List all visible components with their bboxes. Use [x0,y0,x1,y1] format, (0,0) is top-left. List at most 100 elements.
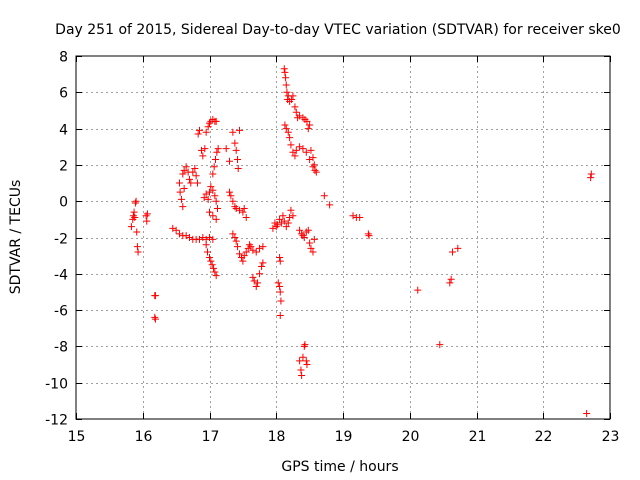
data-point [242,214,250,222]
data-point [269,224,277,232]
data-point [204,123,212,131]
data-point [239,208,247,216]
y-tick-label: -6 [54,304,68,320]
data-point [583,410,591,418]
data-points [127,65,595,418]
data-point [284,128,292,136]
data-point [231,139,239,147]
data-point [203,248,211,256]
data-point [202,190,210,198]
data-point [212,215,220,223]
data-point [197,146,205,154]
chart-title: Day 251 of 2015, Sidereal Day-to-day VTE… [55,22,621,38]
data-point [282,125,290,133]
data-point [304,226,312,234]
x-tick-label: 21 [469,429,487,445]
data-point [307,146,315,154]
data-point [199,234,207,241]
data-point [151,315,159,323]
data-point [292,146,300,154]
data-point [179,203,187,211]
data-point [222,145,230,153]
data-point [276,215,284,223]
data-point [249,273,257,281]
data-point [288,96,296,104]
data-point [282,223,290,231]
data-point [202,128,210,136]
data-point [142,212,150,220]
data-point [209,212,217,220]
data-point [175,230,183,238]
data-point [172,226,180,234]
y-tick-label: -4 [54,268,68,284]
data-point [303,117,311,125]
data-point [210,163,218,171]
gridlines [76,56,610,419]
data-point [258,263,266,271]
data-point [232,204,240,212]
data-point [195,126,203,134]
data-point [231,234,239,241]
data-point [232,146,240,154]
data-point [286,134,294,142]
axis-ticks [76,56,611,420]
data-point [206,234,213,241]
y-tick-label: -10 [45,377,68,393]
data-point [213,148,221,156]
data-point [250,277,258,285]
data-point [133,243,141,251]
data-point [131,199,139,207]
data-point [289,148,297,156]
data-point [299,353,307,361]
data-point [132,197,140,205]
data-point [349,212,357,220]
data-point [195,235,203,243]
data-point [436,341,444,349]
data-point [209,186,217,194]
y-tick-label: -2 [54,232,68,248]
y-tick-label: -12 [45,413,68,429]
data-point [274,279,282,287]
data-point [291,152,299,160]
data-point [226,188,234,196]
data-point [256,244,264,252]
data-point [130,208,138,216]
x-axis-label: GPS time / hours [281,459,398,475]
y-tick-label: -8 [54,340,68,356]
data-point [587,170,595,178]
data-point [176,188,184,196]
data-point [252,248,260,256]
data-point [291,103,299,111]
data-point [320,192,328,200]
data-point [281,121,289,129]
data-point [587,174,595,182]
data-point [309,154,317,162]
data-point [246,241,254,249]
data-point [252,283,260,291]
data-point [206,208,213,216]
data-point [296,112,304,120]
data-point [447,275,455,283]
data-point [169,224,177,232]
data-point [209,235,217,243]
data-point [240,204,248,212]
data-point [312,168,320,176]
x-tick-label: 18 [268,429,286,445]
y-tick-label: 4 [59,123,68,139]
data-point [212,272,220,280]
data-point [210,264,218,272]
data-point [179,170,187,178]
data-point [296,143,304,151]
data-point [297,366,305,374]
x-tick-label: 22 [535,429,553,445]
data-point [212,155,220,163]
data-point [298,371,306,379]
data-point [276,253,284,261]
data-point [247,243,255,251]
data-point [236,206,244,214]
data-point [180,166,188,174]
data-point [300,234,308,241]
data-point [180,184,188,192]
data-point [307,244,315,252]
data-point [309,163,317,171]
